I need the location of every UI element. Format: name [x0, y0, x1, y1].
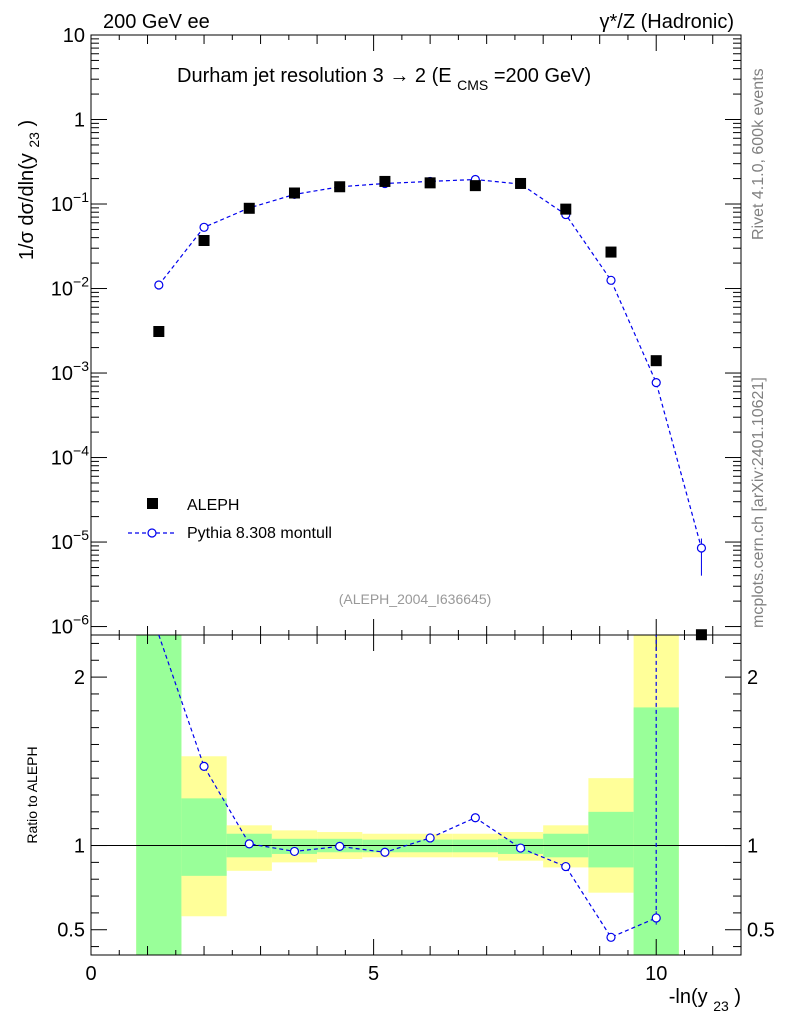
ratio-pythia-point	[199, 761, 209, 771]
aleph-point	[288, 187, 300, 199]
x-tick-label: 5	[368, 963, 379, 985]
ratio-y-tick-label-left: 2	[74, 667, 85, 689]
ratio-band-green	[271, 838, 318, 854]
pythia-point	[606, 275, 616, 285]
ratio-pythia-point	[515, 843, 526, 853]
aleph-point	[469, 180, 481, 192]
main-panel: 10 1 10−1 10−2 10−3 10−4 10−5 10−6	[51, 25, 742, 641]
aleph-point	[198, 235, 210, 247]
xlabel-sub: 23	[713, 998, 729, 1014]
chart-title-end: =200 GeV)	[494, 65, 591, 87]
y-tick-label: 10−3	[51, 358, 89, 385]
pythia-line	[158, 178, 702, 549]
aleph-point	[379, 175, 391, 187]
ratio-pythia-point	[470, 813, 480, 823]
ratio-axis-ticks: 0.5 0.5 1 1 2 2 0 5 10	[57, 635, 775, 985]
ratio-pythia-point	[425, 833, 435, 843]
legend-pythia-label: Pythia 8.308 montull	[187, 525, 332, 542]
pythia-point	[154, 280, 164, 290]
y-axis-label-main: 1/σ dσ/dln(y 23 )	[16, 120, 44, 260]
ratio-series	[158, 634, 661, 942]
ratio-pythia-point	[289, 846, 300, 857]
analysis-tag: (ALEPH_2004_I636645)	[339, 591, 492, 607]
pythia-point	[651, 378, 661, 388]
xlabel-text: -ln(y	[669, 986, 708, 1008]
ylabel-main-text: 1/σ dσ/dln(y	[16, 153, 38, 260]
y-tick-label: 10	[63, 25, 85, 47]
xlabel-end: )	[734, 986, 741, 1008]
x-tick-label: 0	[85, 963, 96, 985]
main-series	[153, 174, 707, 641]
chart-title-main: Durham jet resolution 3	[177, 65, 384, 87]
ratio-uncertainty-bands	[136, 635, 679, 955]
y-tick-label: 10−2	[51, 274, 89, 301]
mcplots-label: mcplots.cern.ch [arXiv:2401.10621]	[750, 377, 767, 628]
ylabel-main-sub: 23	[26, 132, 42, 148]
y-tick-label: 10−6	[51, 612, 89, 639]
x-tick-label: 10	[645, 963, 667, 985]
ratio-band-green	[181, 798, 227, 876]
pythia-point	[696, 543, 707, 553]
y-tick-label: 10−4	[51, 443, 89, 470]
aleph-point	[515, 177, 527, 189]
y-axis-label-ratio: Ratio to ALEPH	[24, 746, 40, 843]
ratio-y-tick-label-left: 1	[74, 836, 85, 858]
ratio-band-green	[588, 811, 634, 868]
legend-pythia-marker	[147, 528, 157, 538]
ratio-pythia-point	[244, 839, 254, 849]
chart-title-sub: CMS	[457, 77, 488, 93]
ylabel-main-end: )	[16, 120, 38, 127]
aleph-point	[334, 181, 346, 193]
aleph-point	[605, 246, 617, 258]
ratio-pythia-point	[561, 861, 571, 872]
ratio-pythia-point	[380, 847, 390, 857]
aleph-point	[560, 203, 572, 215]
legend-aleph-marker	[147, 498, 158, 509]
header-left: 200 GeV ee	[103, 11, 210, 33]
chart-title-arrow: →	[389, 65, 409, 87]
header-right: γ*/Z (Hadronic)	[600, 11, 734, 33]
x-axis-label: -ln(y 23 )	[669, 986, 741, 1016]
pythia-point	[199, 222, 209, 232]
ratio-pythia-point	[606, 932, 616, 942]
main-panel-frame	[90, 34, 742, 636]
legend-aleph-label: ALEPH	[187, 497, 239, 514]
ratio-pythia-point	[651, 913, 661, 923]
ratio-band-green	[136, 635, 182, 955]
aleph-point	[243, 202, 255, 214]
ratio-y-tick-label-right: 2	[747, 667, 758, 689]
legend: ALEPH Pythia 8.308 montull	[128, 497, 332, 542]
ratio-pythia-line	[158, 634, 657, 939]
rivet-version-label: Rivet 4.1.0, 600k events	[750, 68, 767, 240]
aleph-point	[650, 355, 662, 367]
y-tick-label: 10−1	[51, 189, 89, 216]
y-tick-label: 1	[74, 110, 85, 132]
y-tick-label: 10−5	[51, 527, 89, 554]
main-axis-ticks: 10 1 10−1 10−2 10−3 10−4 10−5 10−6	[51, 25, 742, 639]
ratio-pythia-point	[335, 841, 345, 851]
aleph-point	[153, 326, 165, 338]
ratio-y-tick-label-left: 0.5	[57, 920, 85, 942]
chart-title: Durham jet resolution 3 → 2 (E CMS =200 …	[177, 65, 591, 95]
ratio-y-tick-label-right: 1	[747, 836, 758, 858]
ratio-panel: 0.5 0.5 1 1 2 2 0 5 10	[57, 634, 775, 985]
aleph-point	[424, 177, 436, 189]
ratio-y-tick-label-right: 0.5	[747, 920, 775, 942]
chart-title-rest: 2 (E	[415, 65, 452, 87]
